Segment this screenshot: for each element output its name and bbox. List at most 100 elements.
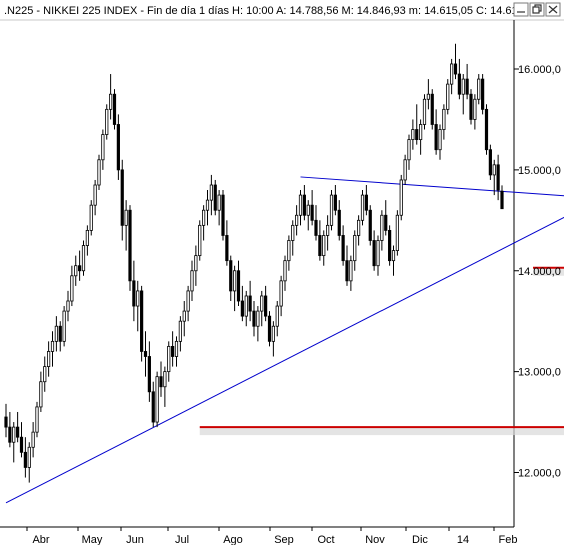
candle-128 bbox=[496, 154, 500, 201]
candle-23 bbox=[89, 200, 93, 236]
candle-81 bbox=[314, 205, 318, 241]
candle-55 bbox=[213, 179, 217, 216]
candle-31 bbox=[120, 159, 124, 241]
support-shadows bbox=[199, 268, 564, 436]
rising-support-line bbox=[5, 216, 564, 504]
candle-127 bbox=[492, 159, 496, 196]
close-icon bbox=[548, 5, 558, 14]
candle-99 bbox=[384, 200, 388, 236]
candle-26 bbox=[101, 129, 105, 170]
candle-76 bbox=[295, 205, 299, 236]
candle-118 bbox=[457, 58, 461, 100]
candle-10 bbox=[39, 371, 43, 412]
candle-90 bbox=[349, 255, 353, 291]
candle-114 bbox=[442, 104, 446, 140]
candle-115 bbox=[446, 79, 450, 115]
candle-119 bbox=[461, 74, 465, 115]
candle-46 bbox=[178, 316, 182, 352]
candle-57 bbox=[221, 190, 225, 241]
candle-50 bbox=[194, 245, 198, 286]
title-bar bbox=[0, 0, 564, 20]
candle-32 bbox=[124, 200, 128, 251]
candle-8 bbox=[31, 422, 35, 458]
x-tick-label: Jul bbox=[175, 534, 189, 545]
x-tick-label: 14 bbox=[457, 534, 469, 545]
candle-27 bbox=[105, 104, 109, 140]
candle-72 bbox=[279, 275, 283, 317]
candle-42 bbox=[163, 366, 167, 407]
candle-53 bbox=[205, 190, 210, 226]
trendlines bbox=[5, 176, 564, 504]
x-tick-label: Abr bbox=[32, 534, 49, 545]
y-tick-label: 14.000,0 bbox=[518, 266, 561, 278]
restore-button[interactable] bbox=[529, 2, 545, 17]
candle-17 bbox=[66, 290, 70, 322]
close-button[interactable] bbox=[545, 2, 561, 17]
candle-5 bbox=[19, 422, 24, 458]
support-lines bbox=[199, 266, 564, 429]
y-tick-label: 13.000,0 bbox=[518, 367, 561, 379]
candle-25 bbox=[97, 154, 101, 191]
candle-51 bbox=[198, 220, 202, 261]
x-tick-label: Nov bbox=[365, 534, 385, 545]
candle-6 bbox=[23, 437, 27, 478]
x-axis-ticks: Abr May Jun Jul Ago Sep Oct Nov Dic 14 Feb bbox=[26, 527, 518, 545]
candle-88 bbox=[341, 225, 345, 266]
candle-1 bbox=[4, 403, 8, 438]
candle-103 bbox=[399, 174, 403, 221]
candle-89 bbox=[345, 245, 349, 286]
x-tick-label: Feb bbox=[499, 534, 518, 545]
candle-33 bbox=[128, 205, 132, 291]
x-tick-label: Ago bbox=[223, 534, 243, 545]
candle-9 bbox=[35, 401, 39, 438]
candle-30 bbox=[116, 114, 120, 180]
candle-40 bbox=[155, 371, 159, 428]
candle-41 bbox=[159, 361, 163, 397]
candle-63 bbox=[244, 290, 248, 327]
candle-82 bbox=[318, 220, 322, 261]
candle-68 bbox=[264, 285, 268, 322]
candle-18 bbox=[70, 265, 74, 307]
candle-85 bbox=[329, 190, 334, 231]
candle-80 bbox=[310, 190, 314, 226]
candle-35 bbox=[136, 280, 140, 332]
candle-34 bbox=[132, 260, 136, 322]
candle-111 bbox=[430, 89, 434, 130]
candle-3 bbox=[12, 422, 16, 463]
candle-43 bbox=[167, 341, 171, 382]
candle-104 bbox=[403, 154, 407, 186]
candle-44 bbox=[171, 331, 175, 367]
candle-65 bbox=[252, 301, 256, 337]
restore-icon bbox=[532, 4, 542, 14]
triangle-top-line bbox=[300, 176, 564, 197]
candle-48 bbox=[186, 285, 190, 322]
candle-126 bbox=[488, 144, 492, 180]
candle-71 bbox=[275, 301, 279, 337]
candle-117 bbox=[453, 43, 458, 80]
candle-94 bbox=[364, 185, 368, 216]
candle-121 bbox=[469, 89, 473, 125]
candle-7 bbox=[27, 442, 31, 483]
candle-110 bbox=[426, 79, 430, 110]
candle-95 bbox=[368, 205, 372, 246]
x-tick-label: May bbox=[82, 534, 103, 545]
support-shadow-2 bbox=[533, 268, 564, 276]
candle-108 bbox=[419, 119, 423, 155]
candle-66 bbox=[256, 306, 260, 342]
candle-74 bbox=[287, 235, 291, 271]
candle-84 bbox=[326, 215, 330, 251]
candle-58 bbox=[225, 220, 229, 266]
support-shadow-1 bbox=[199, 428, 564, 436]
candle-38 bbox=[147, 341, 151, 402]
candle-113 bbox=[438, 124, 442, 160]
candle-49 bbox=[190, 260, 194, 302]
candle-12 bbox=[47, 341, 51, 377]
minimize-button[interactable] bbox=[513, 2, 529, 17]
candle-129 bbox=[500, 185, 504, 210]
candle-77 bbox=[298, 190, 303, 226]
candle-45 bbox=[174, 336, 179, 367]
candle-69 bbox=[267, 311, 272, 347]
candle-2 bbox=[8, 411, 12, 448]
y-tick-label: 12.000,0 bbox=[518, 468, 561, 480]
